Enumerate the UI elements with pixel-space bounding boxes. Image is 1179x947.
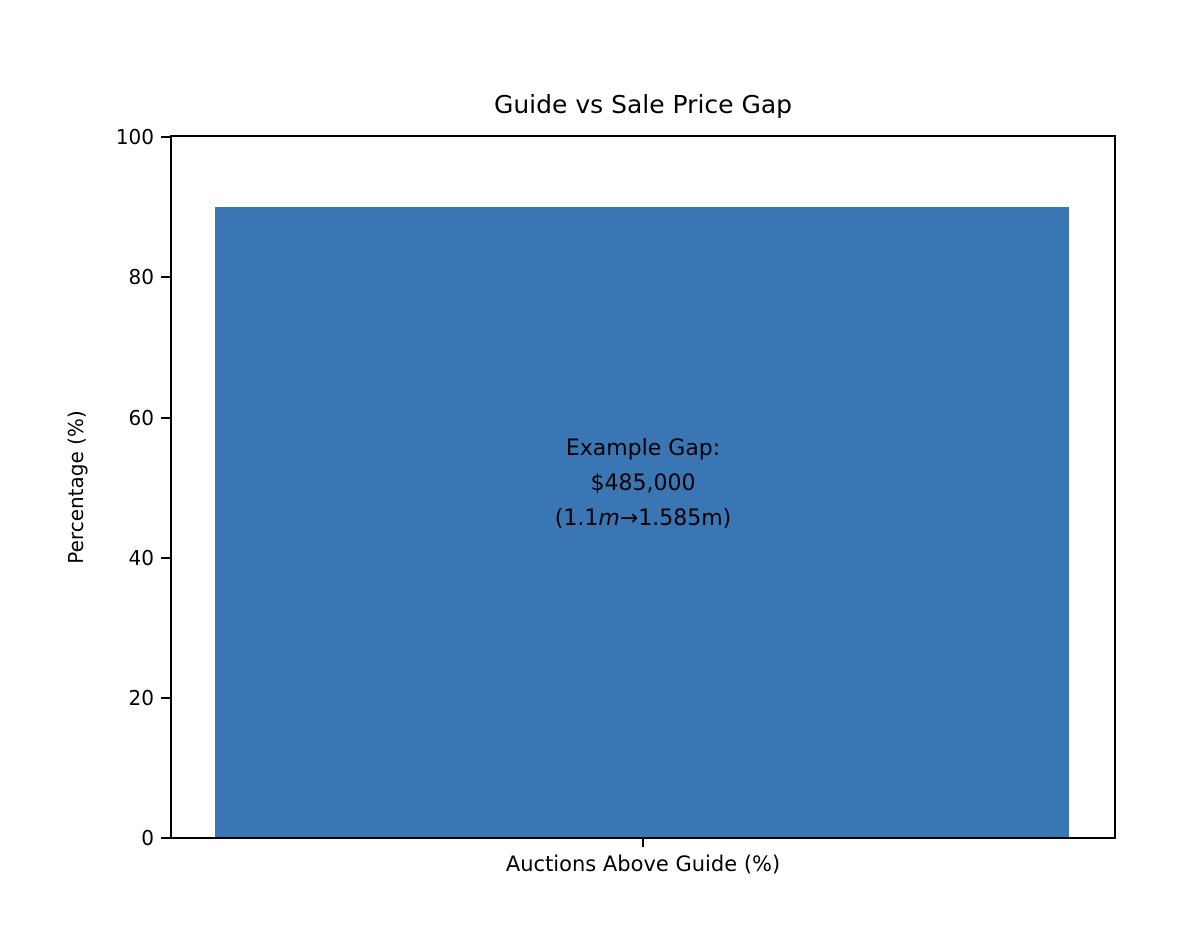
y-tick-mark bbox=[161, 417, 170, 419]
y-tick-mark bbox=[161, 276, 170, 278]
y-tick-20: 20 bbox=[30, 686, 170, 710]
y-tick-60: 60 bbox=[30, 406, 170, 430]
x-axis-label: Auctions Above Guide (%) bbox=[505, 852, 781, 876]
y-tick-0: 0 bbox=[30, 826, 170, 850]
y-tick-mark bbox=[161, 136, 170, 138]
y-tick-label: 60 bbox=[128, 406, 154, 430]
y-tick-mark bbox=[161, 557, 170, 559]
y-tick-40: 40 bbox=[30, 546, 170, 570]
annotation-line-3: (1.1m→1.585m) bbox=[554, 506, 732, 531]
y-axis-label: Percentage (%) bbox=[64, 410, 88, 564]
chart-title: Guide vs Sale Price Gap bbox=[493, 90, 793, 119]
y-tick-80: 80 bbox=[30, 265, 170, 289]
y-tick-label: 100 bbox=[115, 125, 154, 149]
plot-area: Example Gap: $485,000 (1.1m→1.585m) bbox=[170, 135, 1116, 839]
x-tick-mark bbox=[642, 839, 644, 847]
bar-auctions-above-guide bbox=[215, 207, 1069, 837]
y-tick-label: 20 bbox=[128, 686, 154, 710]
y-tick-label: 40 bbox=[128, 546, 154, 570]
y-tick-label: 80 bbox=[128, 265, 154, 289]
y-tick-mark bbox=[161, 837, 170, 839]
y-tick-100: 100 bbox=[30, 125, 170, 149]
y-tick-label: 0 bbox=[141, 826, 154, 850]
bar-annotation: Example Gap: $485,000 (1.1m→1.585m) bbox=[172, 431, 1114, 536]
y-tick-mark bbox=[161, 697, 170, 699]
annotation-line-2: $485,000 bbox=[590, 471, 696, 496]
annotation-line-1: Example Gap: bbox=[565, 436, 721, 461]
